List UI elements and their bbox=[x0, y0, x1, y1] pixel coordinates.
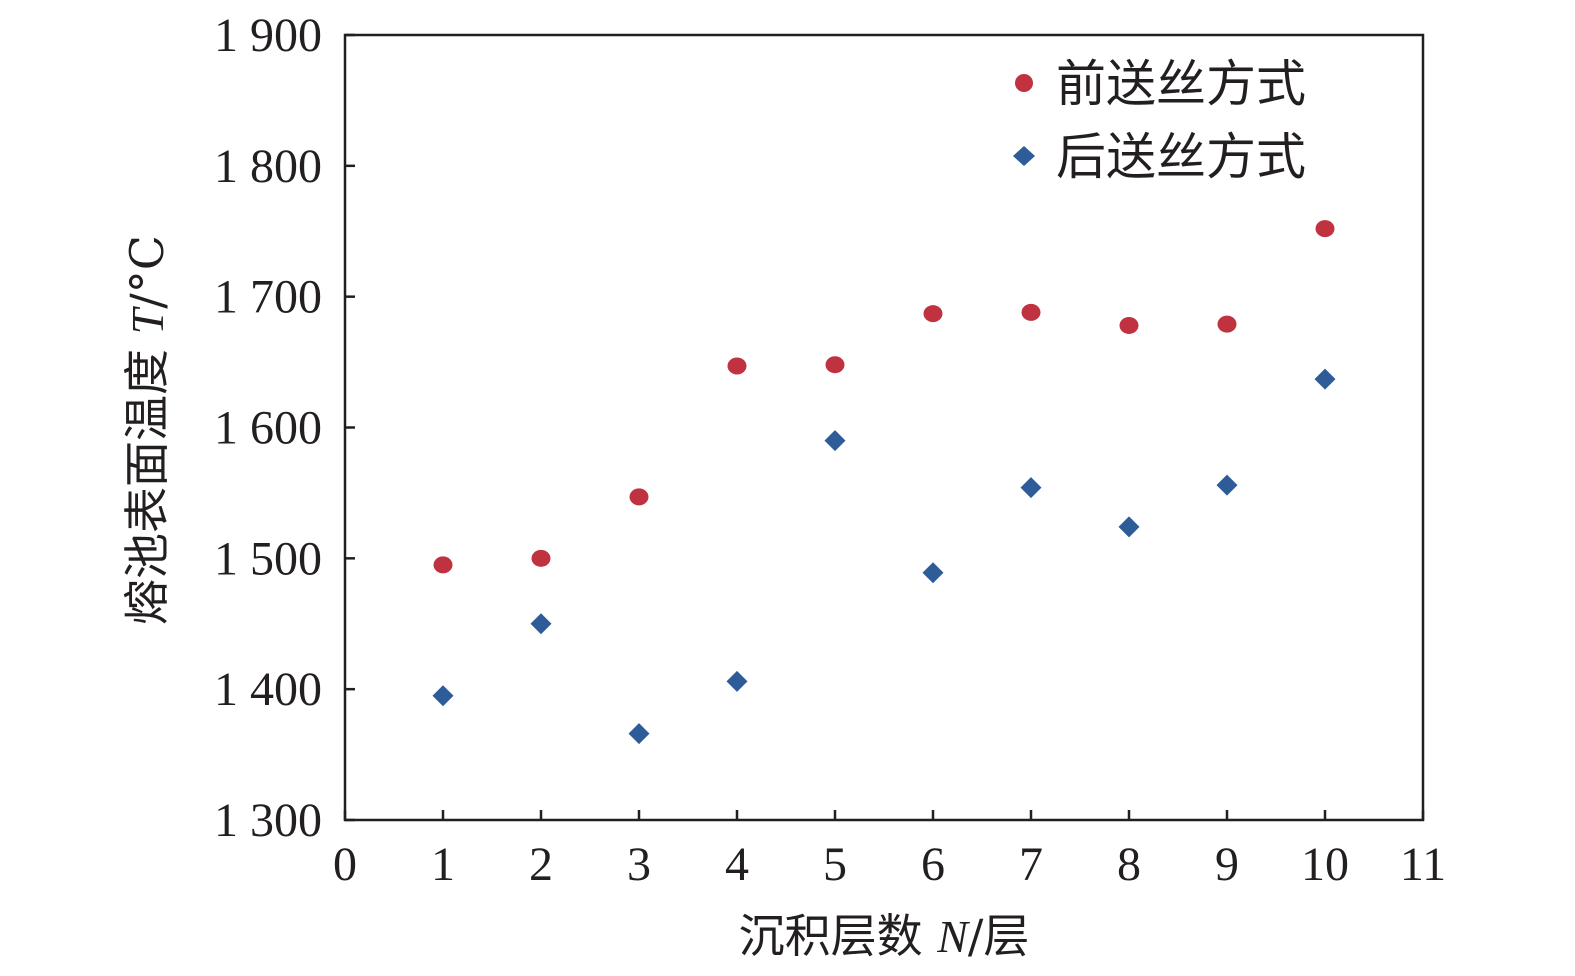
legend: 前送丝方式 后送丝方式 bbox=[1013, 55, 1306, 186]
point-rear-feed bbox=[922, 562, 944, 584]
legend-marker-rear-feed bbox=[1013, 146, 1035, 166]
point-rear-feed bbox=[530, 613, 552, 635]
x-tick-label: 7 bbox=[1019, 838, 1043, 891]
data-points bbox=[432, 220, 1336, 745]
point-front-feed bbox=[433, 556, 453, 574]
point-front-feed bbox=[629, 488, 649, 506]
point-rear-feed bbox=[1216, 474, 1238, 496]
x-tick-label: 9 bbox=[1215, 838, 1239, 891]
point-rear-feed bbox=[1118, 516, 1140, 538]
x-tick-label: 11 bbox=[1400, 838, 1446, 891]
point-rear-feed bbox=[726, 670, 748, 692]
x-tick-label: 10 bbox=[1301, 838, 1349, 891]
point-front-feed bbox=[825, 356, 845, 374]
x-tick-label: 4 bbox=[725, 838, 749, 891]
point-rear-feed bbox=[1314, 368, 1336, 390]
legend-label-front-feed: 前送丝方式 bbox=[1056, 55, 1306, 113]
point-front-feed bbox=[923, 305, 943, 323]
point-front-feed bbox=[1119, 316, 1139, 334]
legend-label-rear-feed: 后送丝方式 bbox=[1056, 128, 1306, 186]
x-axis-title: 沉积层数 N/层 bbox=[739, 909, 1030, 963]
y-tick-label: 1 700 bbox=[214, 271, 322, 324]
point-front-feed bbox=[531, 549, 551, 567]
point-rear-feed bbox=[432, 685, 454, 707]
y-tick-label: 1 400 bbox=[214, 663, 322, 716]
y-tick-label: 1 300 bbox=[214, 794, 322, 847]
y-tick-label: 1 600 bbox=[214, 402, 322, 455]
x-axis-ticks: 0 1 2 3 4 5 6 7 8 9 10 11 bbox=[333, 810, 1446, 891]
y-tick-label: 1 900 bbox=[214, 9, 322, 62]
x-tick-label: 3 bbox=[627, 838, 651, 891]
y-axis-title: 熔池表面温度 T/°C bbox=[120, 235, 174, 625]
x-tick-label: 6 bbox=[921, 838, 945, 891]
x-tick-label: 5 bbox=[823, 838, 847, 891]
point-rear-feed bbox=[628, 723, 650, 745]
x-tick-label: 2 bbox=[529, 838, 553, 891]
x-tick-label: 0 bbox=[333, 838, 357, 891]
y-tick-label: 1 800 bbox=[214, 140, 322, 193]
point-rear-feed bbox=[824, 430, 846, 452]
x-tick-label: 1 bbox=[431, 838, 455, 891]
point-front-feed bbox=[1217, 315, 1237, 333]
x-tick-label: 8 bbox=[1117, 838, 1141, 891]
legend-marker-front-feed bbox=[1015, 74, 1033, 92]
y-tick-label: 1 500 bbox=[214, 532, 322, 585]
point-front-feed bbox=[1315, 220, 1335, 238]
point-front-feed bbox=[1021, 303, 1041, 321]
point-rear-feed bbox=[1020, 477, 1042, 499]
point-front-feed bbox=[727, 357, 747, 375]
y-axis-ticks: 1 300 1 400 1 500 1 600 1 700 1 800 1 900 bbox=[214, 9, 355, 847]
